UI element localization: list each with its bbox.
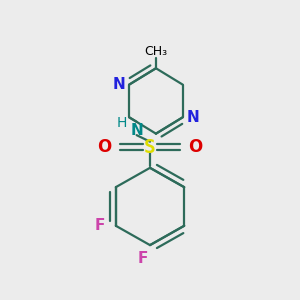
Text: H: H xyxy=(117,116,127,130)
Text: S: S xyxy=(144,137,156,157)
Text: F: F xyxy=(137,251,148,266)
Text: N: N xyxy=(130,123,143,138)
Text: F: F xyxy=(94,218,105,233)
Text: CH₃: CH₃ xyxy=(144,45,167,58)
Text: O: O xyxy=(188,138,203,156)
Text: N: N xyxy=(187,110,200,125)
Text: O: O xyxy=(98,138,112,156)
Text: N: N xyxy=(112,77,125,92)
